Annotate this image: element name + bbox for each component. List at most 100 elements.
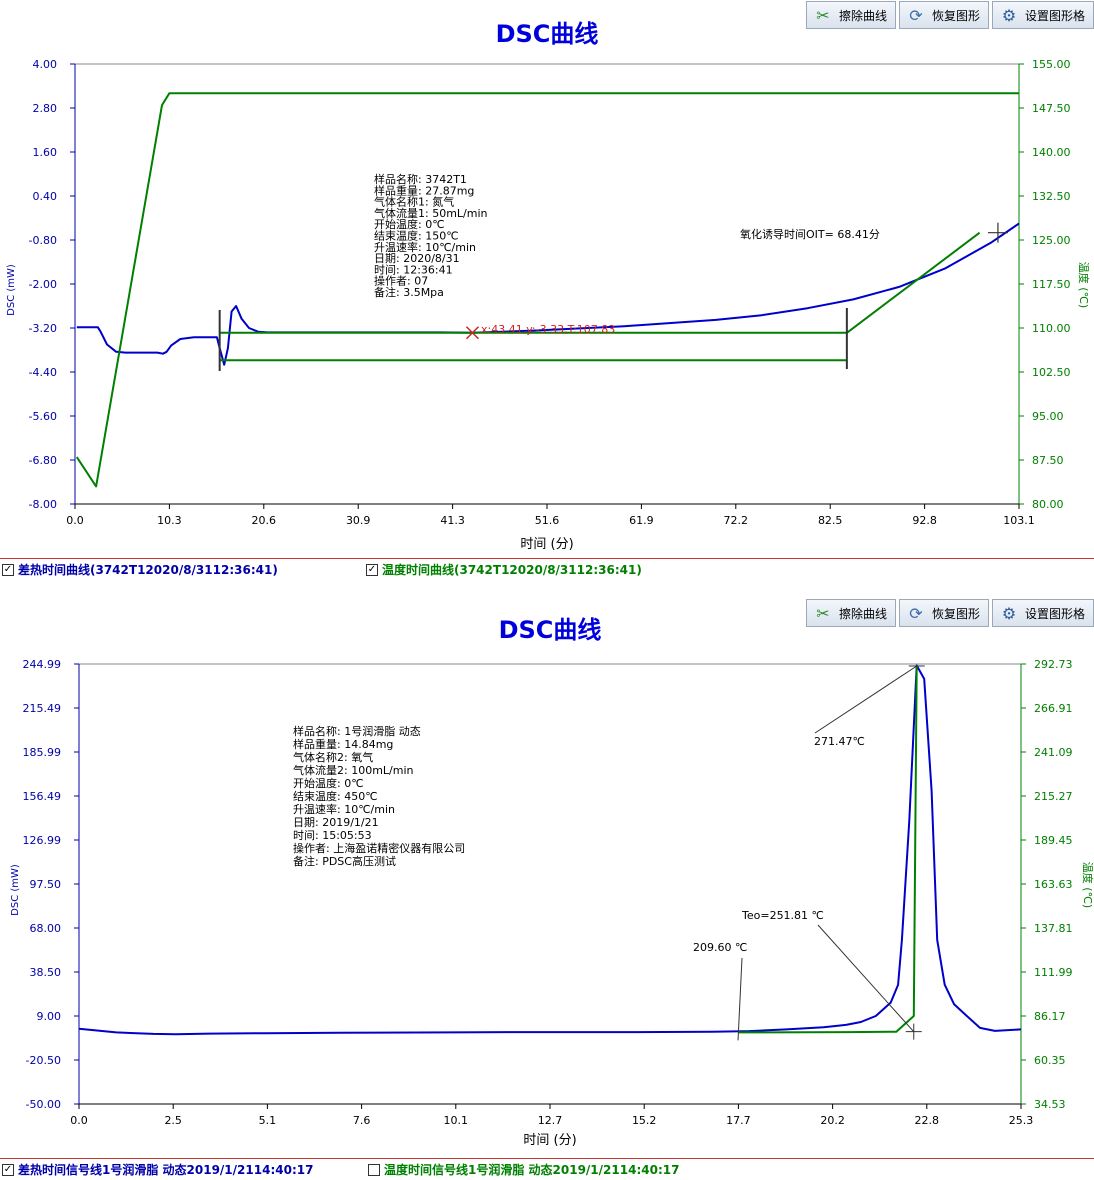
x-tick-label: 25.3 (1009, 1114, 1034, 1127)
y-tick-label: 244.99 (23, 658, 62, 671)
y2-tick-label: 80.00 (1032, 498, 1064, 511)
teo-cross-marker (905, 1023, 922, 1040)
x-tick-label: 103.1 (1003, 514, 1035, 527)
restore-graph-button[interactable]: ⟳ 恢复图形 (898, 599, 989, 627)
y2-tick-label: 95.00 (1032, 410, 1064, 423)
sample-info-line: 时间: 12:36:41 (374, 263, 453, 276)
sample-info-line: 气体流量1: 50mL/min (374, 206, 488, 220)
scissors-icon: ✂ (816, 603, 830, 623)
x-tick-label: 30.9 (346, 514, 371, 527)
legend-item-dsc[interactable]: ✓ 差热时间曲线(3742T12020/8/3112:36:41) (2, 561, 278, 578)
gear-icon: ⚙ (1001, 603, 1017, 623)
legend-checkbox[interactable] (368, 1163, 380, 1176)
legend-item-temperature[interactable]: 温度时间信号线1号润滑脂 动态2019/1/2114:40:17 (368, 1161, 679, 1178)
cursor-cross-marker (465, 326, 479, 340)
graph-settings-button[interactable]: ⚙ 设置图形格 (991, 1, 1094, 29)
sample-info-line: 日期: 2019/1/21 (293, 816, 379, 829)
y-tick-label: 215.49 (23, 702, 62, 715)
x-tick-label: 10.3 (157, 514, 182, 527)
y2-tick-label: 60.35 (1034, 1054, 1066, 1067)
x-tick-label: 82.5 (818, 514, 843, 527)
x-tick-label: 17.7 (726, 1114, 751, 1127)
sample-info-line: 气体名称1: 氮气 (374, 195, 454, 209)
x-tick-label: 2.5 (164, 1114, 182, 1127)
series-line (219, 231, 981, 334)
x-axis-label: 时间 (分) (520, 537, 573, 552)
restore-graph-label: 恢复图形 (931, 606, 980, 621)
dsc-chart-pdsc: DSC曲线 244.99 215.49 185.99 156.49 126.99 97.50… (10, 616, 1094, 1148)
peak-leader-line (814, 665, 918, 734)
x-tick-label: 72.2 (724, 514, 749, 527)
restore-graph-button[interactable]: ⟳ 恢复图形 (898, 1, 989, 29)
chart-toolbar: ✂ 擦除曲线 ⟳ 恢复图形 ⚙ 设置图形格 (805, 599, 1094, 627)
legend-label: 差热时间曲线(3742T12020/8/3112:36:41) (18, 563, 278, 577)
y2-tick-label: 189.45 (1034, 834, 1073, 847)
chart-annotation: 氧化诱导时间OIT= 68.41分 (740, 227, 880, 241)
graph-settings-button[interactable]: ⚙ 设置图形格 (991, 599, 1094, 627)
graph-settings-label: 设置图形格 (1024, 8, 1085, 23)
sample-info-line: 样品重量: 27.87mg (374, 183, 474, 197)
y2-tick-label: 117.50 (1032, 278, 1071, 291)
restore-graph-label: 恢复图形 (931, 8, 980, 23)
y-tick-label: -8.00 (29, 498, 57, 511)
chart-annotation: Teo=251.81 ℃ (741, 909, 824, 922)
sample-info-line: 样品重量: 14.84mg (293, 737, 393, 751)
sample-info-line: 备注: 3.5Mpa (374, 285, 444, 299)
legend-checkbox[interactable]: ✓ (2, 563, 14, 576)
sample-info-line: 开始温度: 0℃ (293, 776, 364, 790)
x-tick-label: 0.0 (66, 514, 84, 527)
legend-checkbox[interactable]: ✓ (366, 563, 378, 576)
y-tick-label: 68.00 (30, 922, 62, 935)
y2-tick-label: 125.00 (1032, 234, 1071, 247)
y-tick-label: -50.00 (26, 1098, 61, 1111)
legend-item-temperature[interactable]: ✓ 温度时间曲线(3742T12020/8/3112:36:41) (366, 561, 642, 578)
y-axis-label: DSC (mW) (6, 264, 17, 316)
y2-axis-label: 温度 (℃) (1081, 862, 1094, 908)
sample-info-line: 时间: 15:05:53 (293, 829, 372, 842)
y-tick-label: 4.00 (33, 58, 58, 71)
y-tick-label: 1.60 (33, 146, 58, 159)
y-tick-label: 185.99 (23, 746, 62, 759)
sample-info-line: 操作者: 07 (374, 274, 428, 288)
x-tick-label: 15.2 (632, 1114, 657, 1127)
sample-info-line: 备注: PDSC高压测试 (293, 854, 396, 868)
legend-checkbox[interactable]: ✓ (2, 1163, 14, 1176)
x-tick-label: 5.1 (259, 1114, 277, 1127)
y2-axis-label: 温度 (℃) (1077, 262, 1091, 308)
chart-annotation: 271.47℃ (814, 735, 865, 748)
y2-tick-label: 111.99 (1034, 966, 1073, 979)
x-tick-label: 41.3 (440, 514, 465, 527)
graph-settings-label: 设置图形格 (1024, 606, 1085, 621)
sample-info-line: 样品名称: 3742T1 (374, 172, 467, 186)
sample-info-line: 升温速率: 10℃/min (293, 802, 395, 816)
gear-icon: ⚙ (1001, 5, 1017, 25)
x-tick-label: 51.6 (535, 514, 560, 527)
erase-curve-button[interactable]: ✂ 擦除曲线 (805, 1, 896, 29)
plot-frame (74, 63, 1020, 505)
erase-curve-button[interactable]: ✂ 擦除曲线 (805, 599, 896, 627)
y2-tick-label: 132.50 (1032, 190, 1071, 203)
chart-title: DSC曲线 (496, 20, 599, 48)
legend-item-dsc[interactable]: ✓ 差热时间信号线1号润滑脂 动态2019/1/2114:40:17 (2, 1161, 313, 1178)
y-tick-label: -6.80 (29, 454, 57, 467)
y2-tick-label: 102.50 (1032, 366, 1071, 379)
x-tick-label: 20.6 (252, 514, 277, 527)
sample-info-line: 气体流量2: 100mL/min (293, 763, 414, 777)
y-tick-label: 0.40 (33, 190, 58, 203)
curve-legend: ✓ 差热时间信号线1号润滑脂 动态2019/1/2114:40:17 温度时间信… (0, 1158, 1094, 1177)
chart-title: DSC曲线 (499, 616, 602, 644)
legend-label: 温度时间曲线(3742T12020/8/3112:36:41) (382, 563, 642, 577)
sample-info-line: 结束温度: 450℃ (293, 789, 378, 803)
chart-panel-pdsc: DSC曲线 244.99 215.49 185.99 156.49 126.99 97.50… (0, 596, 1094, 1180)
y2-tick-label: 34.53 (1034, 1098, 1066, 1111)
erase-curve-label: 擦除曲线 (838, 606, 887, 621)
y2-tick-label: 292.73 (1034, 658, 1073, 671)
x-tick-label: 22.8 (915, 1114, 940, 1127)
x-tick-label: 20.2 (820, 1114, 845, 1127)
chart-annotation: x:43.41,y:-3.33,T:107.83 (481, 323, 615, 336)
x-axis-label: 时间 (分) (523, 1133, 576, 1148)
y-tick-label: -20.50 (26, 1054, 61, 1067)
y-tick-label: -2.00 (29, 278, 57, 291)
y-tick-label: -3.20 (29, 322, 57, 335)
y2-tick-label: 266.91 (1034, 702, 1073, 715)
